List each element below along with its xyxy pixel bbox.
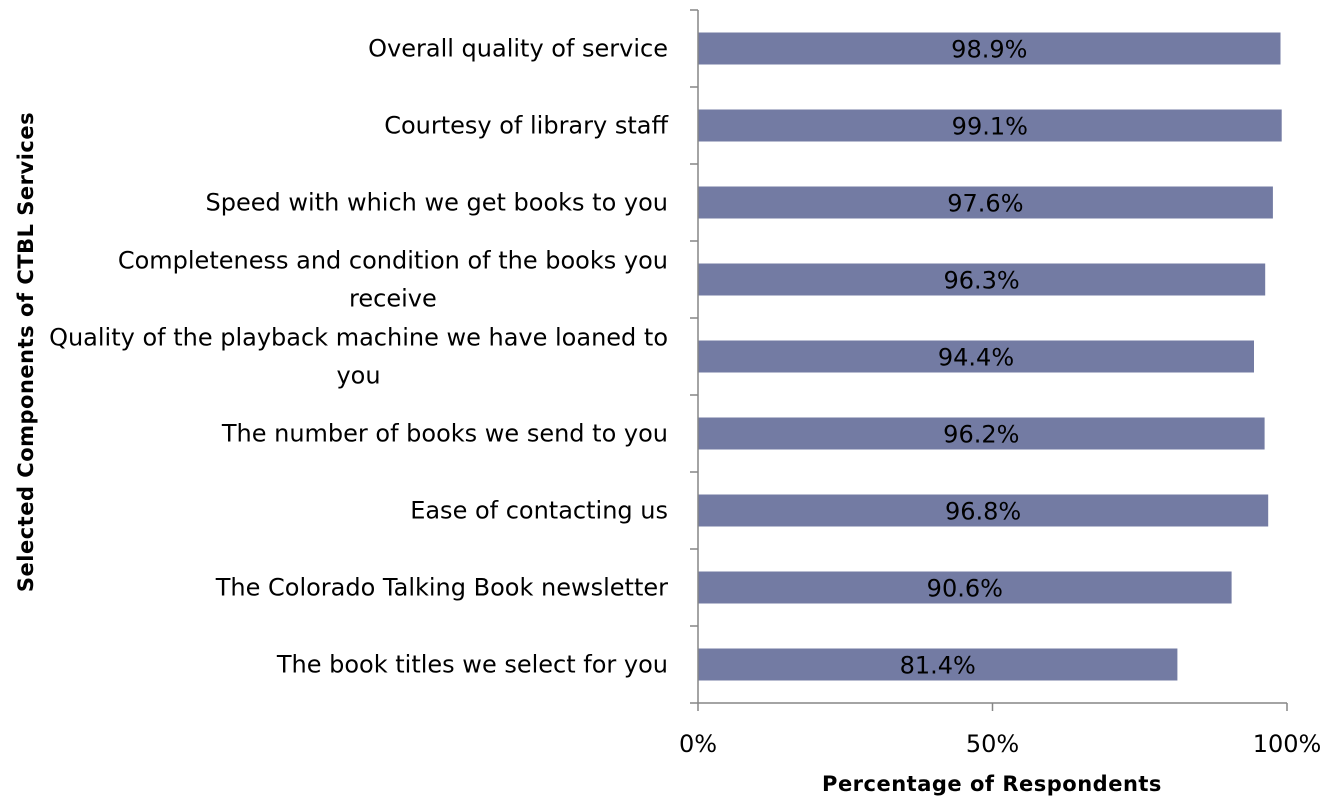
category-label-5: Quality of the playback machine we have … — [49, 324, 668, 390]
category-label-6: The number of books we send to you — [221, 420, 668, 448]
category-label-2: Courtesy of library staff — [384, 112, 668, 140]
data-label-7: 96.8% — [945, 498, 1021, 526]
data-label-9: 81.4% — [900, 652, 976, 680]
data-label-5: 94.4% — [938, 344, 1014, 372]
bar-3 — [698, 186, 1273, 219]
x-tick-label-0: 0% — [679, 730, 717, 758]
data-label-3: 97.6% — [947, 190, 1023, 218]
y-axis-title: Selected Components of CTBL Services — [14, 112, 38, 592]
bar-5 — [698, 340, 1254, 373]
category-label-7: Ease of contacting us — [410, 497, 668, 525]
bar-7 — [698, 494, 1269, 527]
data-label-8: 90.6% — [927, 575, 1003, 603]
bar-2 — [698, 109, 1282, 142]
bar-4 — [698, 263, 1266, 296]
category-label-4: Completeness and condition of the books … — [118, 247, 668, 313]
data-label-4: 96.3% — [943, 267, 1019, 295]
x-tick-label-1: 50% — [966, 730, 1019, 758]
bar-6 — [698, 417, 1265, 450]
axes-layer — [690, 9, 1288, 711]
bar-1 — [698, 32, 1281, 65]
bar-8 — [698, 571, 1232, 604]
category-label-8: The Colorado Talking Book newsletter — [215, 574, 668, 602]
category-label-1: Overall quality of service — [368, 35, 668, 63]
data-label-2: 99.1% — [952, 113, 1028, 141]
category-label-3: Speed with which we get books to you — [206, 189, 668, 217]
bar-9 — [698, 648, 1178, 681]
x-tick-label-2: 100% — [1253, 730, 1322, 758]
data-label-6: 96.2% — [943, 421, 1019, 449]
bars-layer — [698, 32, 1282, 681]
x-axis-title: Percentage of Respondents — [822, 772, 1162, 796]
labels-layer: 98.9% Overall quality of service 99.1% Cour… — [49, 35, 1321, 759]
category-label-9: The book titles we select for you — [276, 651, 668, 679]
data-label-1: 98.9% — [951, 36, 1027, 64]
